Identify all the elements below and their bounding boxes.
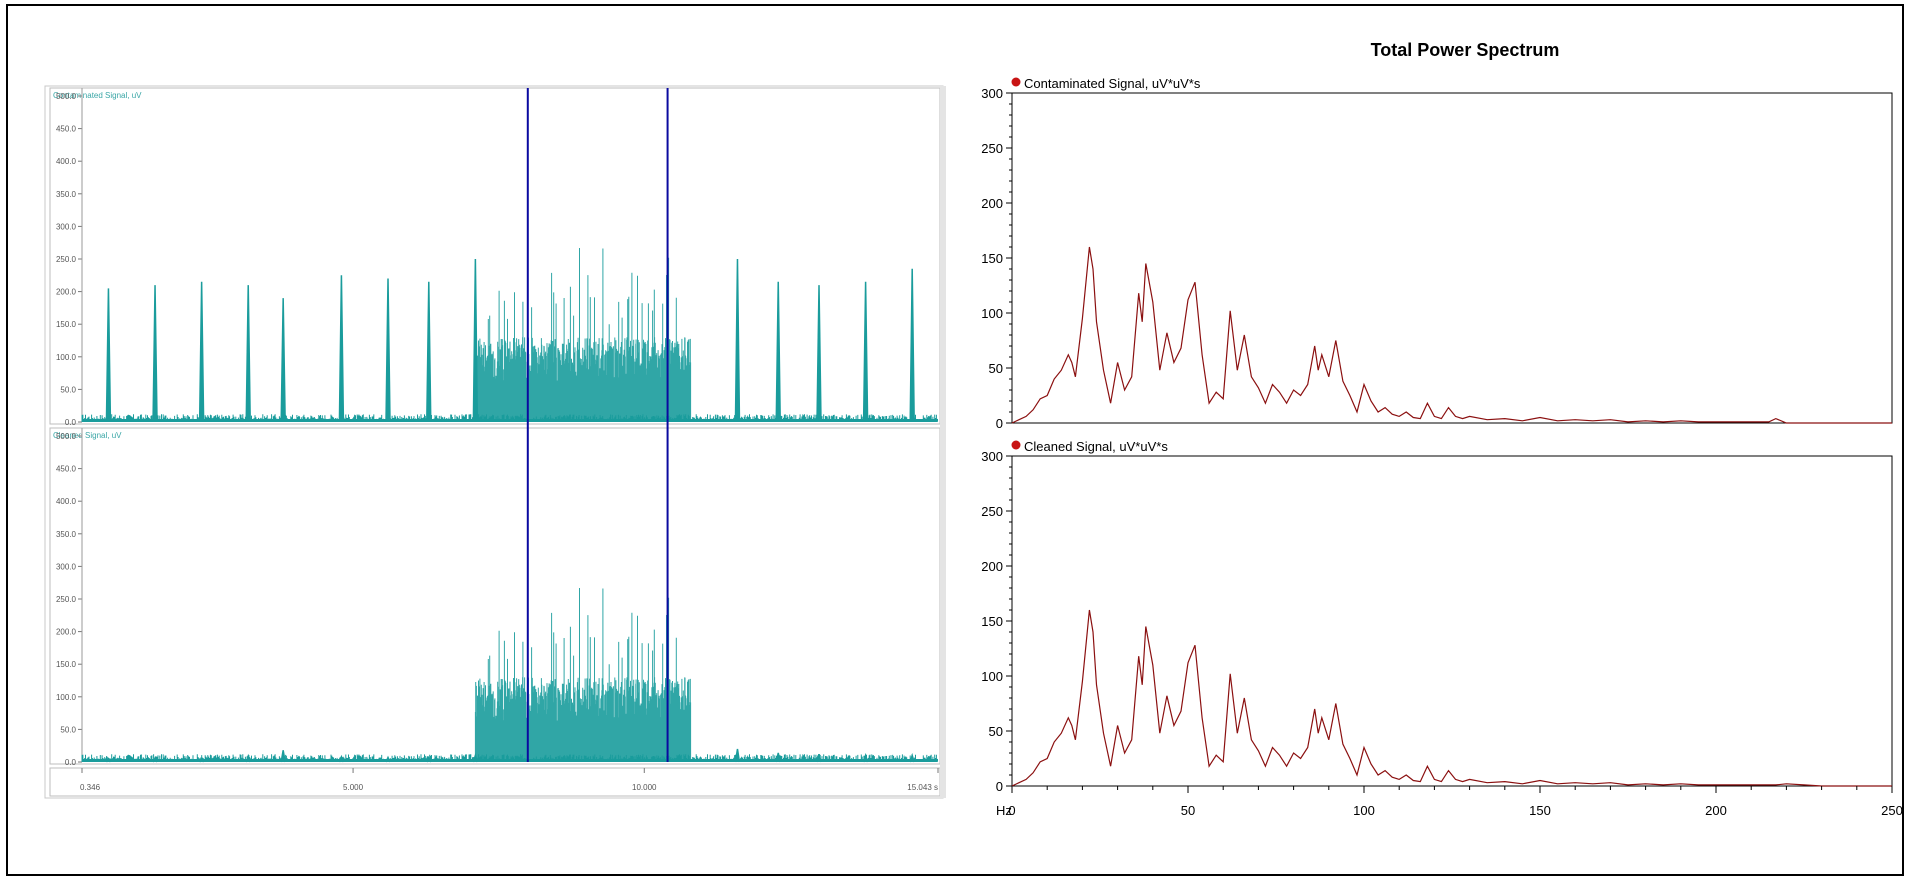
eeg-channel-label: Cleaned Signal, uV bbox=[53, 431, 122, 440]
eeg-y-tick-label: 300.0 bbox=[56, 562, 77, 571]
eeg-y-tick-label: 350.0 bbox=[56, 190, 77, 199]
eeg-spike bbox=[816, 285, 822, 423]
eeg-spike bbox=[734, 258, 741, 423]
eeg-spike bbox=[338, 754, 345, 763]
eeg-y-tick-label: 0.0 bbox=[65, 418, 77, 427]
eeg-y-tick-label: 450.0 bbox=[56, 465, 77, 474]
eeg-spike bbox=[280, 750, 286, 763]
eeg-y-tick-label: 350.0 bbox=[56, 530, 77, 539]
eeg-y-tick-label: 100.0 bbox=[56, 693, 77, 702]
eeg-y-tick-label: 0.0 bbox=[65, 758, 77, 767]
eeg-y-tick-label: 50.0 bbox=[60, 725, 76, 734]
eeg-y-tick-label: 200.0 bbox=[56, 628, 77, 637]
eeg-spike bbox=[198, 757, 205, 763]
eeg-y-tick-label: 150.0 bbox=[56, 660, 77, 669]
eeg-channel-contaminated[interactable]: Contaminated Signal, uV 0.0 50.0 100.0 150.… bbox=[49, 87, 941, 427]
eeg-channel-cleaned[interactable]: Cleaned Signal, uV 0.0 50.0 100.0 150.0 200.… bbox=[49, 427, 941, 767]
eeg-spike bbox=[245, 285, 251, 423]
eeg-spike bbox=[862, 752, 869, 763]
eeg-spike bbox=[245, 753, 251, 763]
eeg-spike bbox=[862, 281, 869, 423]
eeg-viewer: Contaminated Signal, uV 0.0 50.0 100.0 150.… bbox=[44, 85, 946, 799]
eeg-y-tick-label: 300.0 bbox=[56, 222, 77, 231]
eeg-y-tick-label: 500.0 bbox=[56, 92, 77, 101]
eeg-time-tick-label: 0.346 bbox=[80, 783, 101, 792]
eeg-spike bbox=[385, 278, 391, 423]
eeg-y-tick-label: 400.0 bbox=[56, 157, 77, 166]
eeg-spike bbox=[426, 756, 432, 763]
eeg-spike bbox=[280, 298, 286, 423]
eeg-channel-label: Contaminated Signal, uV bbox=[53, 91, 142, 100]
eeg-spike bbox=[734, 748, 741, 763]
eeg-spike bbox=[775, 752, 781, 763]
eeg-spike bbox=[105, 288, 112, 423]
eeg-spike bbox=[152, 756, 158, 763]
eeg-time-tick-label: 10.000 bbox=[632, 783, 657, 792]
eeg-y-tick-label: 150.0 bbox=[56, 320, 77, 329]
eeg-y-tick-label: 250.0 bbox=[56, 595, 77, 604]
eeg-spike bbox=[775, 281, 781, 423]
figure-frame bbox=[6, 4, 1904, 876]
eeg-time-axis-frame bbox=[49, 767, 941, 797]
eeg-spike bbox=[338, 275, 345, 423]
eeg-y-tick-label: 50.0 bbox=[60, 385, 76, 394]
eeg-spike bbox=[909, 752, 915, 763]
eeg-spike bbox=[105, 757, 112, 763]
eeg-time-axis: 0.346 5.000 10.000 15.043 s bbox=[49, 767, 941, 797]
eeg-y-tick-label: 100.0 bbox=[56, 353, 77, 362]
eeg-time-tick-label: 5.000 bbox=[343, 783, 364, 792]
eeg-y-tick-label: 450.0 bbox=[56, 125, 77, 134]
eeg-spike bbox=[909, 268, 915, 423]
eeg-y-tick-label: 500.0 bbox=[56, 432, 77, 441]
eeg-y-tick-label: 400.0 bbox=[56, 497, 77, 506]
eeg-scrollbar[interactable] bbox=[940, 86, 946, 798]
eeg-y-tick-label: 250.0 bbox=[56, 255, 77, 264]
eeg-spike bbox=[385, 755, 391, 763]
eeg-spike bbox=[152, 285, 158, 423]
eeg-spike bbox=[426, 281, 432, 423]
eeg-spike bbox=[198, 281, 205, 423]
eeg-y-tick-label: 200.0 bbox=[56, 288, 77, 297]
eeg-time-tick-label: 15.043 s bbox=[907, 783, 938, 792]
eeg-spike bbox=[816, 753, 822, 763]
